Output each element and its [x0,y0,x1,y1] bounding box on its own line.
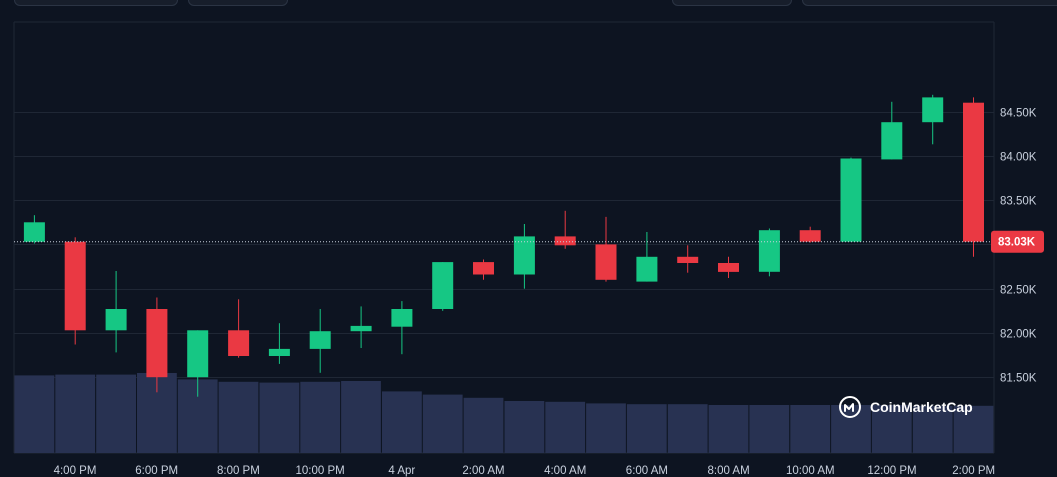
volume-bar [749,405,790,453]
candle-body [146,309,168,378]
volume-bar [545,401,586,453]
candle-body [840,158,862,242]
coinmarketcap-logo-icon [839,396,861,418]
volume-bar [953,405,994,453]
y-tick-label: 83.50K [1000,196,1037,208]
volume-bar [504,401,545,453]
volume-bars [14,373,994,453]
volume-bar [463,397,504,453]
current-price-badge-bg [991,230,1044,253]
candle-body [391,309,413,327]
candle-body [513,236,535,275]
x-tick-label: 6:00 PM [135,465,178,477]
candle-body [758,230,780,272]
candle-body [799,230,821,242]
candle-body [922,97,944,123]
x-tick-label: 8:00 PM [217,465,260,477]
x-tick-label: 10:00 AM [786,465,835,477]
y-tick-label: 84.00K [1000,152,1037,164]
x-tick-label: 2:00 PM [952,465,995,477]
x-tick-label: 2:00 AM [462,465,504,477]
x-tick-label: 4:00 AM [544,465,586,477]
candle-body [595,244,617,280]
volume-bar [790,405,831,453]
volume-bar [586,403,626,453]
candle-body [350,325,372,332]
x-tick-label: 10:00 PM [295,465,344,477]
volume-bar [626,404,667,453]
candle-body [268,348,290,356]
candle-body [432,262,454,309]
current-price-badge: 83.03K [991,230,1044,253]
x-tick-label: 4:00 PM [54,465,97,477]
candle-body [718,263,739,272]
y-tick-label: 82.00K [1000,329,1037,341]
volume-bar [14,375,55,453]
x-tick-label: 6:00 AM [626,465,668,477]
candle-body [187,330,209,378]
y-tick-label: 84.50K [1000,108,1037,120]
watermark-text: CoinMarketCap [870,399,973,415]
candle-body [881,122,903,160]
watermark: CoinMarketCap [839,396,973,418]
x-tick-label: 12:00 PM [867,465,916,477]
x-tick-label: 4 Apr [388,465,415,477]
toolbar-tab-4[interactable] [802,0,1057,6]
volume-bar [667,404,708,453]
volume-bar [341,381,381,453]
x-axis: 4:00 PM 6:00 PM 8:00 PM 10:00 PM 4 Apr 2:00 A… [54,465,996,477]
volume-bar [831,405,871,453]
volume-bar [422,394,463,453]
candle-body [677,256,699,263]
volume-bar [912,405,953,453]
candle-body [473,262,494,275]
y-tick-label: 81.50K [1000,373,1037,385]
volume-bar [708,405,749,453]
volume-bar [382,391,422,453]
volume-bar [300,381,341,453]
volume-bar [259,382,300,453]
candle-body [636,256,658,282]
current-price-label: 83.03K [998,237,1036,249]
y-tick-label: 82.50K [1000,285,1037,297]
candle-body [105,309,127,331]
candlesticks [23,94,984,397]
candle-body [23,222,45,242]
candle-body [64,241,86,331]
candle-body [228,330,250,356]
volume-bar [55,374,96,453]
candle-body [309,331,331,349]
grid-lines [13,21,995,454]
candle-body [963,102,984,242]
candle-body [554,236,576,246]
x-tick-label: 8:00 AM [707,465,749,477]
volume-bar [218,381,259,453]
volume-bar [871,405,912,453]
volume-bar [96,374,136,453]
